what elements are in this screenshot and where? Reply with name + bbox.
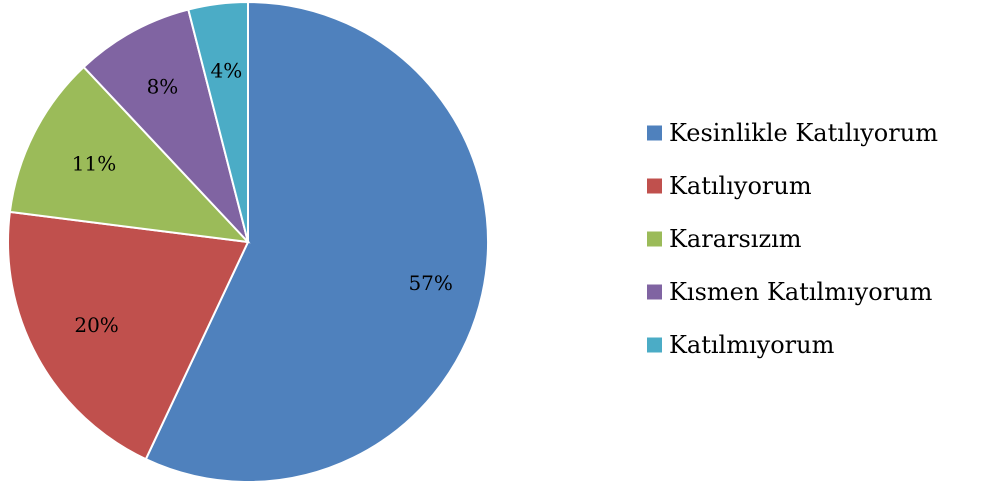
slice-data-label-2: 20% (74, 313, 118, 337)
slice-data-label-3: 11% (72, 152, 116, 176)
legend-label-5: Katılmıyorum (669, 331, 835, 359)
pie-slices (7, 0, 489, 483)
legend-swatch-1 (647, 125, 662, 141)
legend-label-1: Kesinlikle Katılıyorum (669, 119, 938, 147)
legend-label-4: Kısmen Katılmıyorum (669, 278, 933, 306)
legend-label-3: Kararsızım (669, 225, 802, 253)
legend: Kesinlikle Katılıyorum Katılıyorum Kararsı… (647, 119, 938, 359)
slice-data-label-1: 57% (408, 271, 452, 295)
slice-data-label-5: 4% (210, 59, 242, 83)
pie-slice-5 (187, 0, 249, 243)
pie-slice-4 (82, 8, 249, 243)
pie-slice-1 (144, 0, 489, 483)
pie-slice-2 (7, 210, 250, 461)
legend-swatch-5 (647, 337, 662, 353)
legend-label-2: Katılıyorum (669, 172, 812, 200)
pie-data-labels: 57% 20% 11% 8% 4% (72, 59, 453, 338)
legend-swatch-2 (647, 178, 662, 194)
pie-slice-3 (8, 65, 251, 244)
slice-data-label-4: 8% (147, 74, 179, 98)
legend-swatch-3 (647, 231, 662, 247)
legend-swatch-4 (647, 284, 662, 300)
